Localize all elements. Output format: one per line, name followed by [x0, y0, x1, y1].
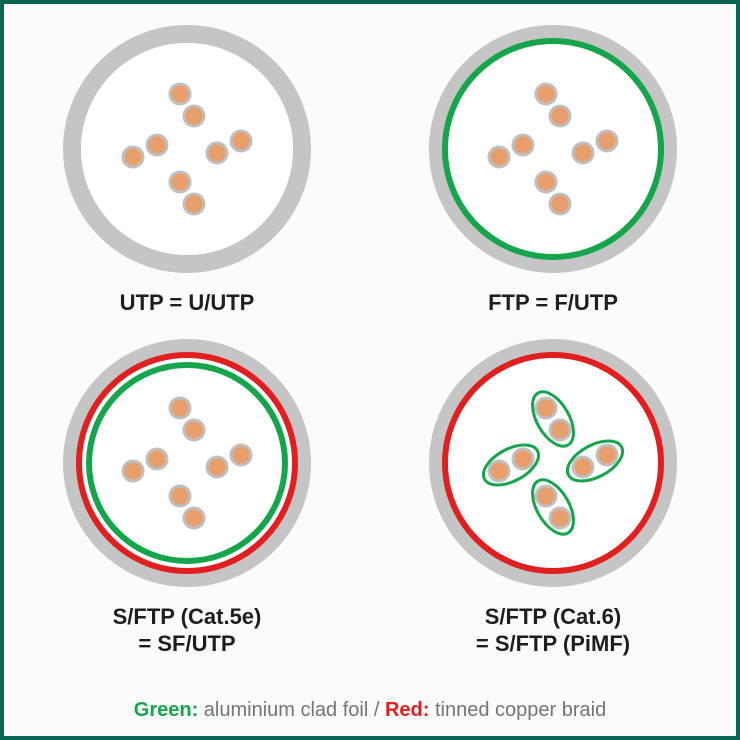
- inner-fill: [81, 43, 293, 255]
- conductor: [536, 172, 556, 192]
- conductor: [170, 172, 190, 192]
- conductor: [147, 449, 167, 469]
- diagram-frame: UTP = U/UTP FTP = F/UTP S/FTP (Cat.5e)= SF…: [0, 0, 740, 740]
- conductor: [550, 508, 570, 528]
- conductor: [573, 457, 593, 477]
- conductor: [536, 84, 556, 104]
- conductor: [231, 445, 251, 465]
- conductor: [536, 486, 556, 506]
- conductor: [550, 420, 570, 440]
- inner-fill: [447, 43, 659, 255]
- inner-fill: [81, 357, 293, 569]
- conductor: [597, 445, 617, 465]
- conductor: [513, 449, 533, 469]
- cable-utp: [57, 19, 317, 279]
- conductor: [123, 147, 143, 167]
- conductor: [550, 194, 570, 214]
- conductor: [597, 131, 617, 151]
- conductor: [207, 457, 227, 477]
- conductor: [170, 486, 190, 506]
- cable-sftp5e: [57, 333, 317, 593]
- legend-red-label: Red:: [385, 699, 429, 721]
- conductor: [231, 131, 251, 151]
- inner-fill: [447, 357, 659, 569]
- conductor: [184, 106, 204, 126]
- legend-green-text: aluminium clad foil: [198, 699, 368, 721]
- conductor: [170, 398, 190, 418]
- cell-sftp5e: S/FTP (Cat.5e)= SF/UTP: [4, 332, 370, 660]
- label-ftp: FTP = F/UTP: [488, 289, 618, 317]
- label-sftp5e: S/FTP (Cat.5e)= SF/UTP: [113, 603, 262, 658]
- cell-ftp: FTP = F/UTP: [370, 4, 736, 332]
- conductor: [489, 461, 509, 481]
- legend-green-label: Green:: [134, 699, 198, 721]
- conductor: [489, 147, 509, 167]
- cell-sftp6: S/FTP (Cat.6)= S/FTP (PiMF): [370, 332, 736, 660]
- conductor: [123, 461, 143, 481]
- conductor: [147, 135, 167, 155]
- cable-grid: UTP = U/UTP FTP = F/UTP S/FTP (Cat.5e)= SF…: [4, 4, 736, 659]
- conductor: [513, 135, 533, 155]
- legend-red-text: tinned copper braid: [429, 699, 606, 721]
- label-utp: UTP = U/UTP: [120, 289, 255, 317]
- conductor: [184, 508, 204, 528]
- cable-ftp: [423, 19, 683, 279]
- conductor: [536, 398, 556, 418]
- conductor: [184, 194, 204, 214]
- conductor: [573, 143, 593, 163]
- legend: Green: aluminium clad foil / Red: tinned…: [4, 699, 736, 722]
- conductor: [550, 106, 570, 126]
- cable-sftp6: [423, 333, 683, 593]
- legend-sep: /: [368, 699, 385, 721]
- conductor: [207, 143, 227, 163]
- cell-utp: UTP = U/UTP: [4, 4, 370, 332]
- conductor: [170, 84, 190, 104]
- conductor: [184, 420, 204, 440]
- label-sftp6: S/FTP (Cat.6)= S/FTP (PiMF): [476, 603, 630, 658]
